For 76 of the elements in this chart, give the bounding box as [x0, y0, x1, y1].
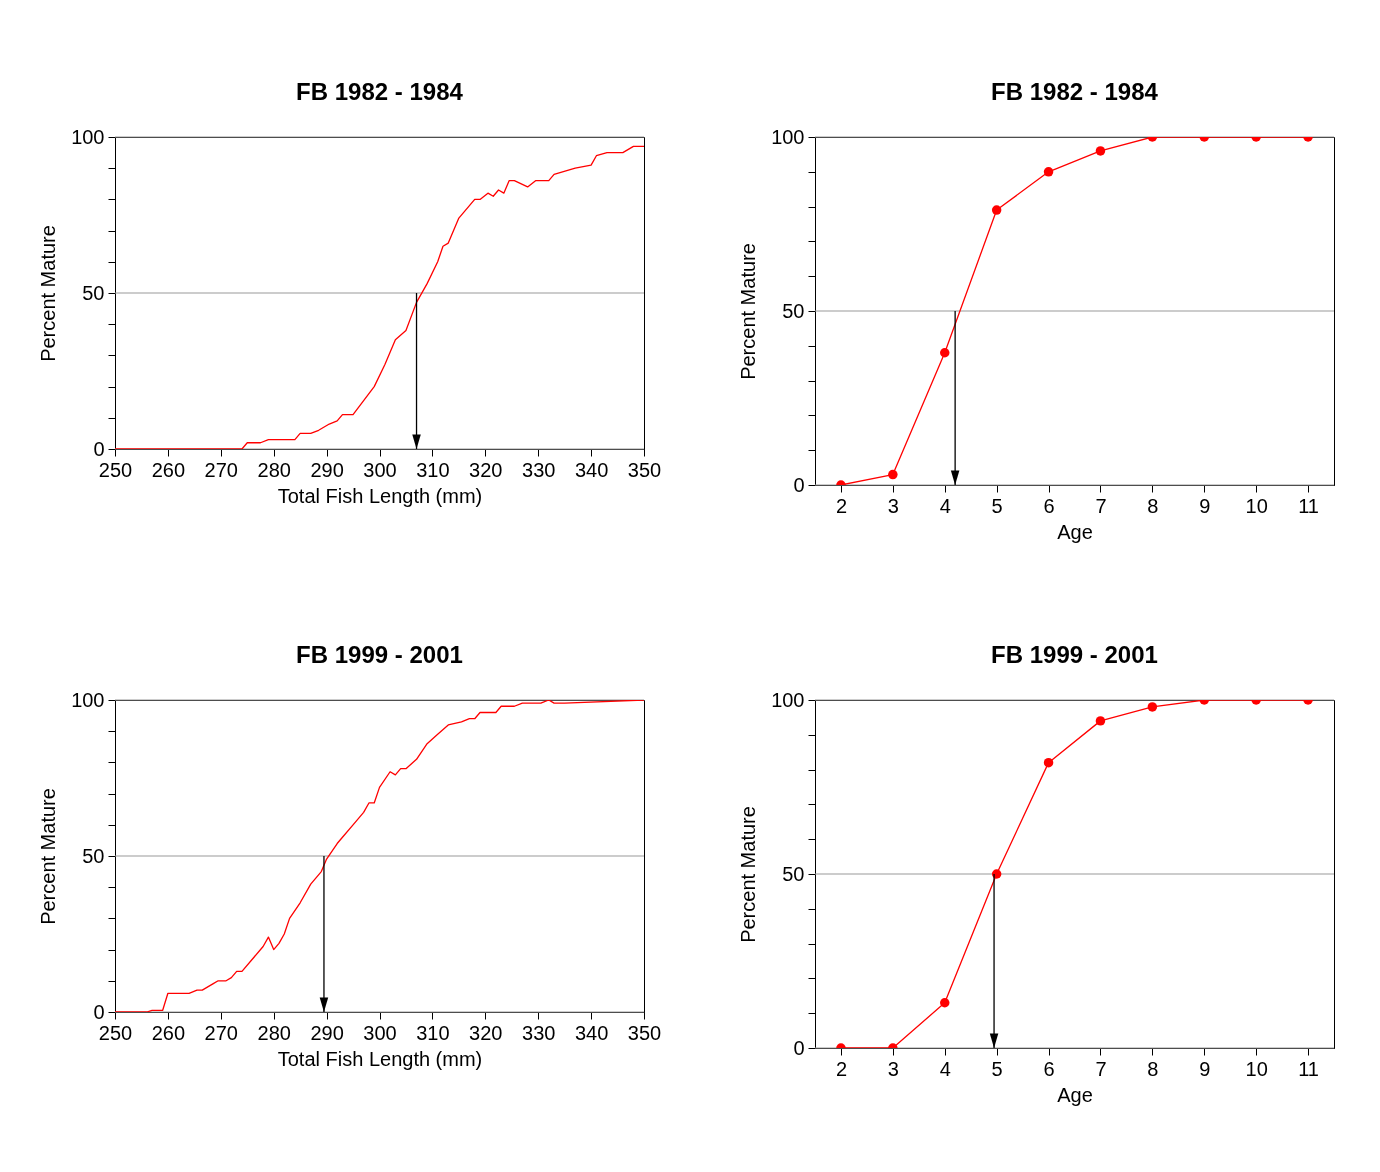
y-tick-label: 0: [793, 1036, 805, 1059]
x-tick-label: 8: [1147, 494, 1159, 517]
x-tick-label: 5: [991, 494, 1003, 517]
point: [1043, 757, 1054, 768]
x-tick-label: 320: [469, 458, 503, 481]
x-tick-label: 280: [257, 458, 291, 481]
y-axis-title: Percent Mature: [737, 243, 760, 380]
x-tick-label: 310: [416, 458, 450, 481]
x-tick-label: 2: [835, 1057, 848, 1080]
x-tick-label: 340: [574, 458, 609, 481]
x-tick-label: 10: [1245, 494, 1268, 517]
x-tick-label: 11: [1298, 1057, 1319, 1080]
x-axis-title: Age: [1057, 1083, 1093, 1106]
x-tick-label: 7: [1095, 494, 1107, 517]
y-tick-label: 50: [82, 281, 105, 304]
y-axis-title: Percent Mature: [37, 788, 60, 925]
x-tick-label: 250: [98, 458, 133, 481]
x-tick-label: 260: [151, 458, 186, 481]
x-tick-label: 9: [1199, 494, 1211, 517]
y-tick-label: 100: [71, 125, 105, 148]
x-tick-label: 300: [363, 458, 397, 481]
x-tick-label: 250: [98, 1021, 133, 1044]
x-tick-label: 270: [204, 458, 238, 481]
x-tick-label: 3: [887, 494, 899, 517]
point: [1043, 167, 1054, 177]
x-tick-label: 310: [416, 1021, 450, 1044]
x-tick-label: 320: [469, 1021, 503, 1044]
x-tick-label: 5: [991, 1057, 1003, 1080]
chart-title: FB 1999 - 2001: [991, 641, 1158, 668]
x-tick-label: 350: [627, 1021, 662, 1044]
x-tick-label: 290: [310, 458, 344, 481]
y-axis-title: Percent Mature: [37, 225, 60, 362]
x-tick-label: 7: [1095, 1057, 1107, 1080]
x-tick-label: 260: [151, 1021, 186, 1044]
x-tick-label: 340: [574, 1021, 609, 1044]
y-tick-label: 100: [771, 688, 805, 711]
point: [991, 205, 1002, 215]
x-tick-label: 2: [835, 494, 848, 517]
y-tick-label: 50: [782, 299, 805, 322]
chart-title: FB 1982 - 1984: [296, 78, 464, 105]
x-tick-label: 350: [627, 458, 662, 481]
y-tick-label: 0: [793, 473, 805, 496]
x-tick-label: 8: [1147, 1057, 1159, 1080]
x-axis-title: Age: [1057, 520, 1093, 543]
point: [888, 469, 898, 480]
x-tick-label: 290: [310, 1021, 344, 1044]
x-tick-label: 3: [887, 1057, 899, 1080]
point: [1095, 146, 1106, 156]
x-tick-label: 11: [1298, 494, 1319, 517]
y-tick-label: 100: [771, 125, 805, 148]
point: [1147, 702, 1158, 712]
x-tick-label: 330: [522, 1021, 556, 1044]
y-axis-title: Percent Mature: [737, 806, 760, 943]
x-tick-label: 330: [522, 458, 556, 481]
y-tick-label: 100: [71, 688, 105, 711]
y-tick-label: 50: [82, 844, 105, 867]
y-tick-label: 50: [782, 862, 805, 885]
point: [1095, 716, 1106, 726]
x-tick-label: 6: [1043, 494, 1055, 517]
line-series: [115, 145, 644, 449]
chart-title: FB 1999 - 2001: [296, 641, 463, 668]
x-axis-title: Total Fish Length (mm): [277, 484, 483, 507]
x-axis-title: Total Fish Length (mm): [277, 1047, 483, 1070]
y-tick-label: 0: [93, 437, 105, 460]
x-tick-label: 300: [363, 1021, 397, 1044]
y-tick-label: 0: [93, 1000, 105, 1023]
x-tick-label: 10: [1245, 1057, 1268, 1080]
chart-title: FB 1982 - 1984: [991, 78, 1159, 105]
x-tick-label: 9: [1199, 1057, 1211, 1080]
x-tick-label: 4: [939, 1057, 951, 1080]
x-tick-label: 280: [257, 1021, 291, 1044]
point: [940, 348, 950, 358]
x-tick-label: 4: [939, 494, 951, 517]
x-tick-label: 270: [204, 1021, 238, 1044]
point: [991, 869, 1002, 879]
x-tick-label: 6: [1043, 1057, 1055, 1080]
